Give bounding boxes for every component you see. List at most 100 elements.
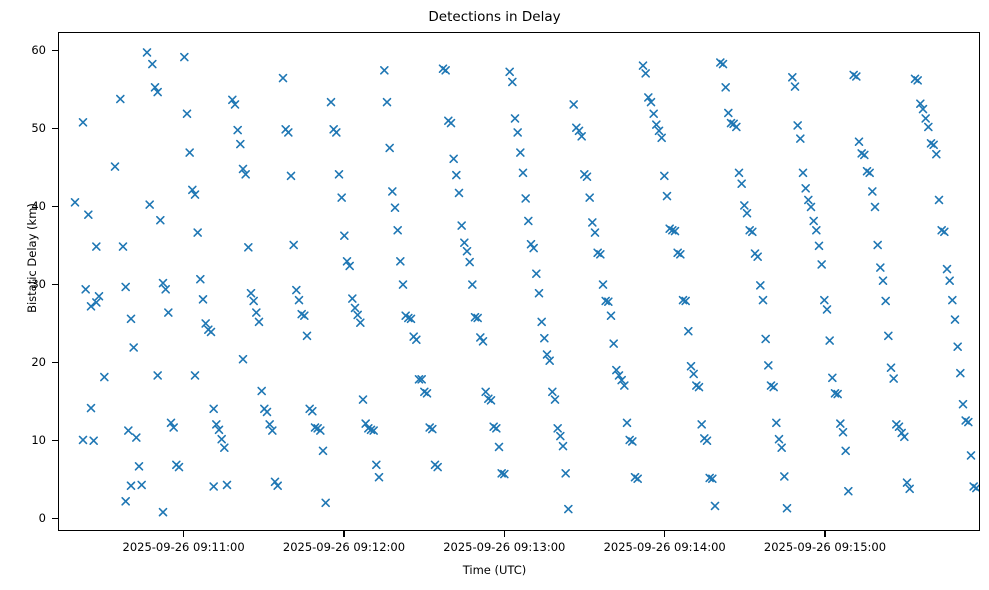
scatter-marker bbox=[934, 195, 944, 205]
y-axis-tick-mark bbox=[52, 362, 58, 364]
scatter-marker bbox=[588, 218, 597, 227]
scatter-marker bbox=[246, 288, 256, 298]
scatter-marker bbox=[158, 507, 168, 517]
scatter-marker bbox=[468, 280, 477, 289]
scatter-marker bbox=[254, 317, 264, 327]
scatter-marker bbox=[70, 198, 80, 207]
y-axis-tick-label: 60 bbox=[31, 42, 46, 57]
scatter-marker bbox=[614, 371, 624, 380]
scatter-marker bbox=[537, 317, 546, 327]
scatter-marker bbox=[412, 335, 421, 345]
scatter-marker bbox=[865, 168, 874, 178]
x-axis-tick-label: 2025-09-26 09:12:00 bbox=[282, 540, 406, 554]
scatter-marker bbox=[198, 295, 208, 304]
scatter-marker bbox=[844, 486, 853, 496]
scatter-marker bbox=[897, 428, 906, 438]
scatter-marker bbox=[604, 297, 613, 306]
scatter-marker bbox=[638, 61, 648, 70]
scatter-marker bbox=[481, 387, 490, 397]
scatter-marker bbox=[137, 480, 146, 490]
scatter-marker bbox=[966, 451, 976, 460]
scatter-marker bbox=[705, 473, 714, 483]
scatter-marker bbox=[830, 389, 840, 398]
scatter-marker bbox=[710, 501, 720, 511]
scatter-marker bbox=[860, 150, 869, 160]
scatter-marker bbox=[526, 239, 536, 249]
scatter-marker bbox=[534, 288, 544, 298]
scatter-marker bbox=[790, 82, 800, 91]
x-axis-tick-mark bbox=[824, 531, 826, 537]
scatter-marker bbox=[569, 100, 578, 109]
scatter-marker bbox=[265, 420, 274, 429]
scatter-marker bbox=[129, 343, 138, 352]
scatter-marker bbox=[654, 126, 664, 136]
scatter-marker bbox=[156, 215, 165, 225]
scatter-marker bbox=[601, 296, 610, 306]
scatter-marker bbox=[422, 389, 432, 398]
scatter-marker bbox=[497, 469, 506, 478]
scatter-marker bbox=[446, 118, 456, 128]
scatter-marker bbox=[470, 312, 480, 322]
scatter-marker bbox=[441, 65, 450, 75]
scatter-marker bbox=[801, 184, 810, 193]
scatter-marker bbox=[942, 264, 952, 274]
scatter-marker bbox=[516, 148, 525, 157]
scatter-marker bbox=[921, 114, 930, 123]
scatter-marker bbox=[814, 241, 824, 251]
scatter-marker bbox=[884, 331, 893, 341]
scatter-marker bbox=[596, 250, 605, 259]
scatter-marker bbox=[772, 418, 781, 428]
scatter-marker bbox=[972, 483, 979, 493]
x-axis-tick-mark bbox=[664, 531, 666, 537]
scatter-marker bbox=[628, 437, 637, 446]
scatter-marker bbox=[372, 460, 381, 470]
scatter-marker bbox=[348, 294, 357, 303]
scatter-marker bbox=[124, 426, 133, 435]
scatter-marker bbox=[318, 446, 328, 456]
y-axis-tick-mark bbox=[52, 440, 58, 442]
scatter-marker bbox=[561, 469, 570, 478]
y-axis-label: Bistatic Delay (km) bbox=[25, 203, 39, 313]
scatter-marker bbox=[641, 69, 650, 78]
scatter-marker bbox=[238, 164, 248, 174]
scatter-marker bbox=[230, 100, 240, 109]
scatter-marker bbox=[374, 472, 384, 482]
scatter-marker bbox=[649, 109, 658, 119]
scatter-marker bbox=[78, 118, 88, 127]
scatter-marker bbox=[577, 131, 586, 141]
scatter-marker bbox=[294, 295, 304, 305]
scatter-marker bbox=[806, 202, 816, 212]
scatter-marker bbox=[676, 250, 685, 259]
scatter-marker bbox=[457, 221, 466, 230]
scatter-marker bbox=[542, 350, 552, 359]
scatter-marker bbox=[737, 179, 746, 188]
scatter-marker bbox=[238, 354, 248, 364]
plot-area bbox=[58, 32, 980, 531]
scatter-marker bbox=[86, 403, 96, 413]
y-axis-tick-label: 50 bbox=[31, 120, 46, 135]
scatter-marker bbox=[84, 210, 93, 219]
scatter-marker bbox=[582, 172, 592, 181]
scatter-marker bbox=[385, 143, 394, 153]
scatter-marker bbox=[769, 382, 778, 392]
scatter-marker bbox=[118, 242, 128, 251]
scatter-marker bbox=[337, 193, 346, 202]
scatter-marker bbox=[774, 434, 784, 444]
scatter-marker bbox=[532, 269, 541, 279]
scatter-marker bbox=[612, 365, 621, 375]
scatter-marker bbox=[417, 375, 426, 384]
scatter-marker bbox=[868, 187, 877, 196]
scatter-marker bbox=[452, 170, 461, 180]
scatter-marker bbox=[166, 418, 176, 428]
scatter-marker bbox=[94, 291, 104, 301]
scatter-marker bbox=[126, 481, 136, 491]
scatter-marker bbox=[380, 65, 389, 75]
scatter-marker bbox=[668, 225, 677, 235]
scatter-marker bbox=[398, 280, 408, 289]
scatter-marker bbox=[553, 423, 562, 433]
scatter-marker bbox=[228, 95, 237, 105]
scatter-marker bbox=[878, 276, 888, 286]
scatter-marker bbox=[454, 188, 464, 198]
scatter-marker bbox=[345, 261, 354, 271]
scatter-marker bbox=[180, 52, 189, 62]
